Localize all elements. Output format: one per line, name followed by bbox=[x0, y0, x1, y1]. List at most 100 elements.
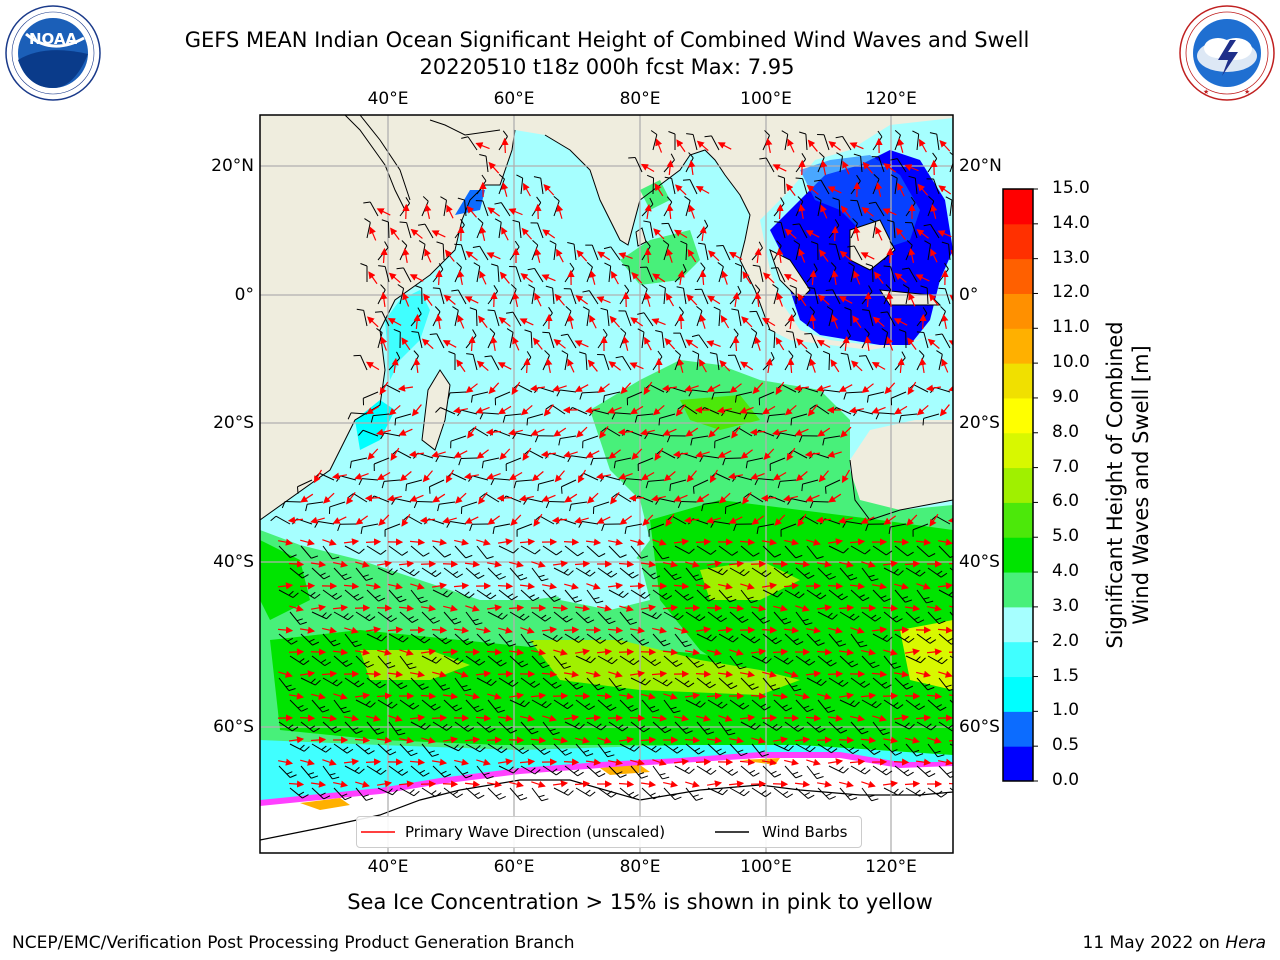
wind-barb bbox=[494, 391, 511, 406]
wind-barb bbox=[481, 457, 500, 469]
wind-barb bbox=[487, 309, 500, 327]
wind-barb bbox=[692, 350, 700, 371]
wind-barb bbox=[432, 589, 453, 598]
wind-barb bbox=[487, 743, 508, 754]
wind-barb bbox=[729, 567, 750, 577]
colorbar-segment bbox=[1003, 467, 1033, 503]
wind-barb bbox=[586, 677, 605, 691]
wind-barb bbox=[806, 545, 824, 560]
wave-direction-arrow bbox=[365, 538, 382, 546]
wind-barb bbox=[832, 197, 841, 217]
colorbar-segment bbox=[1003, 676, 1033, 712]
wind-barb bbox=[781, 130, 789, 151]
wind-barb bbox=[278, 765, 297, 778]
wind-barb bbox=[902, 284, 910, 305]
lat-label-right: 20°N bbox=[959, 156, 1002, 176]
wind-barb bbox=[894, 633, 915, 643]
wave-direction-arrow bbox=[827, 670, 844, 678]
wind-barb bbox=[865, 523, 885, 532]
wind-barb bbox=[413, 500, 434, 509]
wind-barb bbox=[810, 241, 819, 261]
colorbar-segment bbox=[1003, 189, 1033, 225]
wind-barb bbox=[663, 567, 682, 581]
wind-barb bbox=[381, 479, 401, 489]
wind-barb bbox=[637, 457, 654, 472]
wind-barb bbox=[590, 457, 610, 466]
wind-barb bbox=[922, 413, 940, 426]
wind-barb bbox=[366, 721, 385, 735]
wind-barb bbox=[509, 655, 529, 668]
wind-barb bbox=[487, 699, 505, 713]
wind-barb bbox=[684, 196, 691, 217]
wind-barb bbox=[585, 244, 599, 261]
wind-barb bbox=[740, 633, 761, 644]
wave-direction-arrow bbox=[695, 670, 712, 678]
wind-barb bbox=[460, 501, 478, 514]
wind-barb bbox=[358, 429, 379, 437]
wind-barb bbox=[801, 479, 819, 492]
wind-barb bbox=[718, 721, 736, 736]
wind-barb bbox=[300, 721, 320, 733]
wind-barb bbox=[289, 655, 310, 666]
wind-barb bbox=[454, 765, 473, 779]
wind-barb bbox=[410, 589, 428, 604]
wind-barb bbox=[370, 413, 390, 423]
wind-barb bbox=[772, 284, 779, 305]
wind-barb bbox=[685, 611, 706, 622]
wind-barb bbox=[531, 611, 552, 622]
wind-barb bbox=[749, 310, 764, 327]
wind-barb bbox=[655, 329, 665, 349]
wind-barb bbox=[883, 743, 902, 756]
wind-barb bbox=[905, 611, 925, 624]
wave-direction-arrow bbox=[299, 714, 316, 722]
wind-barb bbox=[927, 699, 947, 711]
wind-barb bbox=[498, 633, 517, 647]
map-subtitle: 20220510 t18z 000h fcst Max: 7.95 bbox=[419, 55, 795, 79]
colorbar-tick-label: 15.0 bbox=[1052, 178, 1090, 198]
wind-barb bbox=[663, 655, 683, 667]
wind-barb bbox=[707, 699, 728, 709]
wind-barb bbox=[745, 457, 764, 469]
wind-barb bbox=[634, 413, 654, 423]
wind-barb bbox=[362, 391, 379, 406]
wind-barb bbox=[807, 286, 819, 305]
wave-direction-arrow bbox=[629, 582, 646, 590]
wind-barb bbox=[619, 743, 640, 752]
wind-barb bbox=[399, 699, 420, 710]
wind-barb bbox=[498, 721, 518, 734]
wind-barb bbox=[905, 655, 926, 664]
wind-barb bbox=[707, 611, 727, 623]
wind-barb bbox=[663, 611, 684, 621]
wind-barb bbox=[575, 567, 596, 577]
wind-barb bbox=[916, 545, 936, 558]
wind-barb bbox=[270, 515, 291, 525]
wind-barb bbox=[680, 240, 688, 261]
wind-barb bbox=[563, 288, 577, 305]
wind-barb bbox=[696, 545, 717, 555]
wind-barb bbox=[421, 655, 442, 664]
wind-barb bbox=[751, 567, 772, 578]
wind-barb bbox=[734, 262, 743, 283]
wind-barb bbox=[411, 330, 423, 349]
wind-barb bbox=[898, 413, 918, 423]
wind-barb bbox=[432, 677, 451, 691]
wind-barb bbox=[850, 589, 870, 602]
wind-barb bbox=[784, 545, 803, 559]
wave-direction-arrow bbox=[893, 538, 910, 546]
wind-barb bbox=[465, 611, 483, 626]
wind-barb bbox=[773, 567, 793, 579]
wind-barb bbox=[355, 611, 376, 622]
wind-barb bbox=[443, 743, 464, 752]
colorbar-tick-label: 2.0 bbox=[1052, 630, 1080, 651]
wind-barb bbox=[421, 699, 441, 711]
lat-label-left: 60°S bbox=[213, 717, 254, 737]
wind-barb bbox=[388, 633, 409, 643]
wind-barb bbox=[905, 699, 925, 711]
wind-barb bbox=[905, 567, 926, 577]
wave-direction-arrow bbox=[431, 714, 448, 722]
wind-barb bbox=[674, 633, 692, 648]
wind-barb bbox=[709, 352, 720, 371]
colorbar-segment bbox=[1003, 537, 1033, 573]
wind-barb bbox=[498, 589, 518, 601]
wave-direction-arrow bbox=[435, 269, 443, 286]
